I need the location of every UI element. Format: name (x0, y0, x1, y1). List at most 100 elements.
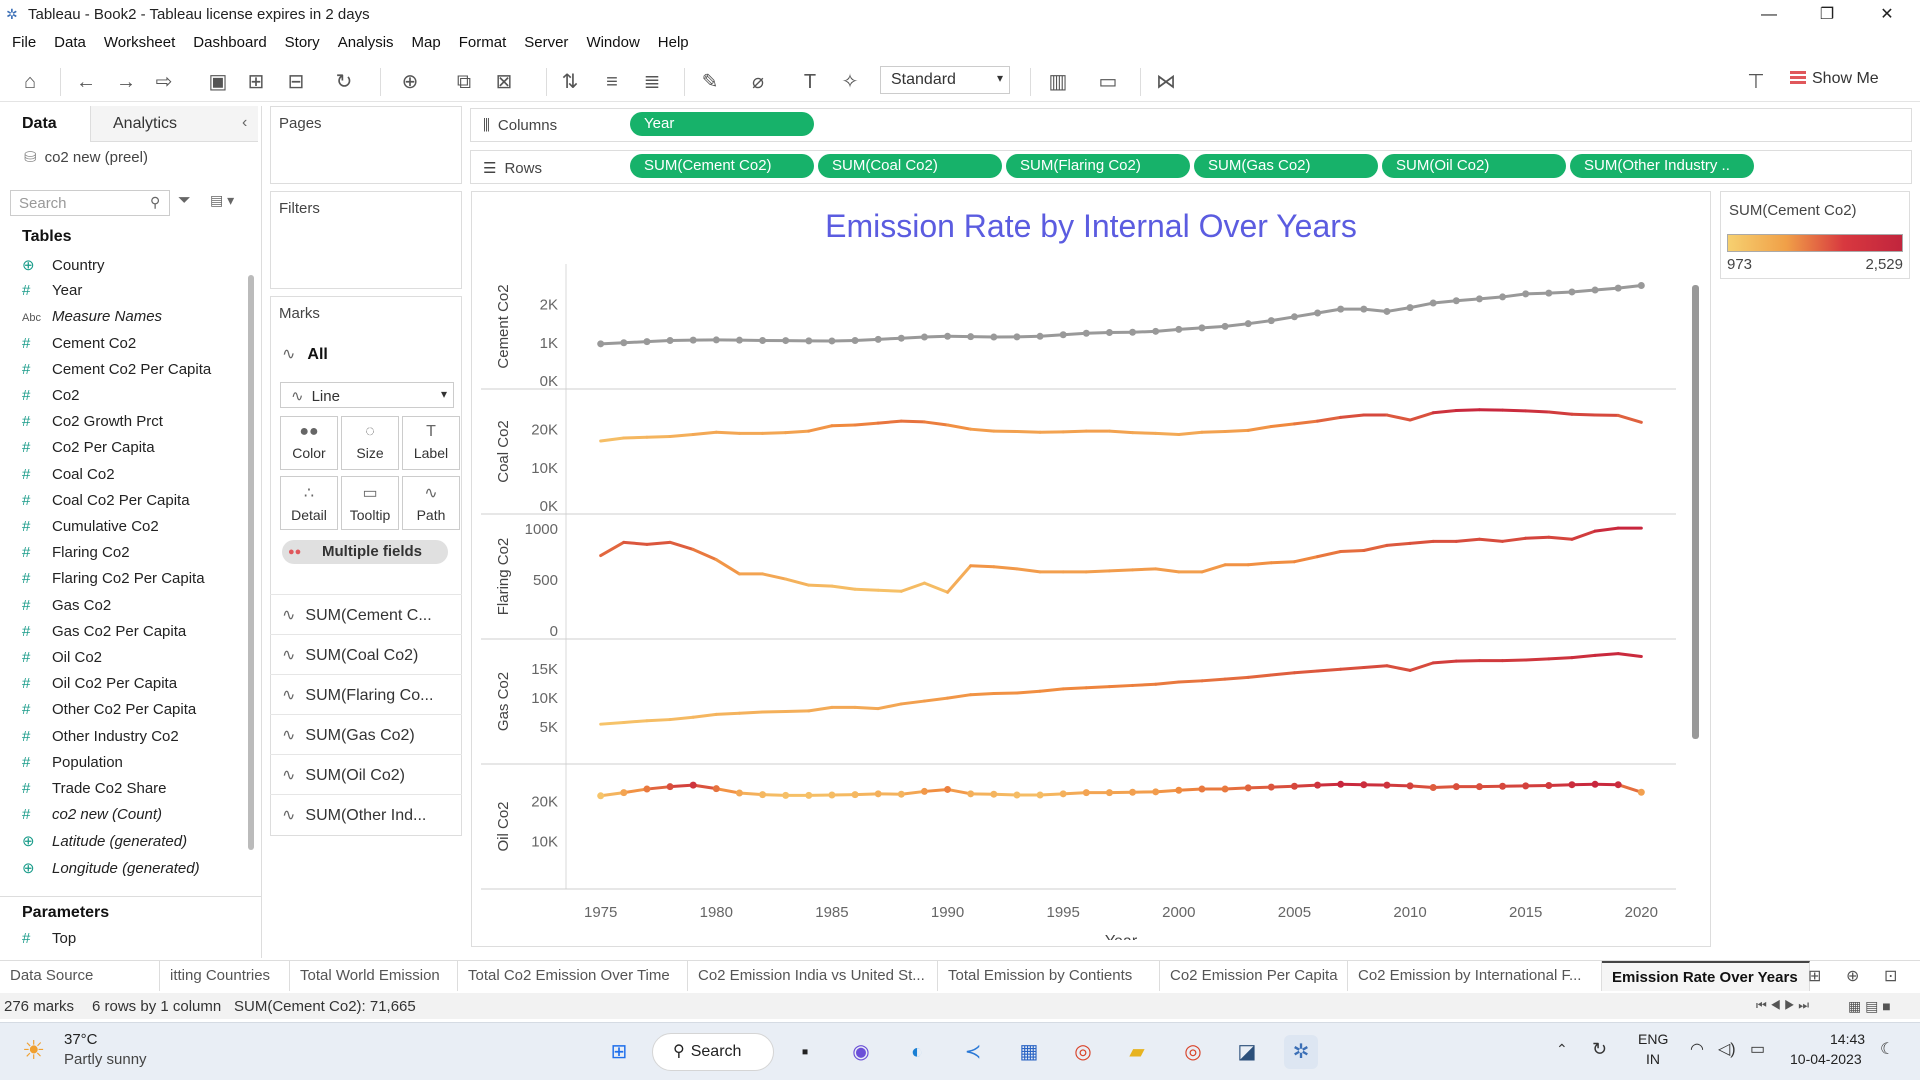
chrome-profile-icon[interactable]: ◎ (1184, 1041, 1202, 1063)
series-line-segment[interactable] (784, 429, 811, 435)
data-point[interactable] (782, 791, 790, 799)
series-line-segment[interactable] (1154, 327, 1181, 333)
presentation-icon[interactable]: ▭ (1098, 71, 1118, 93)
data-point[interactable] (1267, 783, 1275, 791)
field-item[interactable]: # Cumulative Co2 (22, 518, 159, 544)
series-line-segment[interactable] (1454, 537, 1481, 543)
series-line-segment[interactable] (761, 431, 788, 435)
data-pane-scrollbar[interactable] (248, 275, 254, 850)
series-line-segment[interactable] (1200, 677, 1227, 683)
series-line-segment[interactable] (1616, 413, 1643, 424)
refresh-icon[interactable]: ↻ (335, 71, 353, 93)
data-point[interactable] (1105, 789, 1113, 797)
data-point[interactable] (1499, 782, 1507, 790)
series-line-segment[interactable] (1593, 286, 1620, 292)
menu-2[interactable]: Worksheet (103, 34, 176, 51)
series-line-segment[interactable] (1200, 324, 1227, 330)
series-line-segment[interactable] (1385, 783, 1412, 788)
data-point[interactable] (643, 785, 651, 793)
data-point[interactable] (1244, 320, 1252, 328)
series-line-segment[interactable] (992, 792, 1019, 797)
series-line-segment[interactable] (1362, 543, 1389, 552)
series-line-segment[interactable] (853, 337, 880, 342)
field-item[interactable]: # Co2 (22, 387, 80, 413)
store-icon[interactable]: ▦ (1019, 1041, 1039, 1063)
pin-icon[interactable]: ✧ (841, 71, 859, 93)
group-icon[interactable]: ⌀ (751, 71, 765, 93)
series-line-segment[interactable] (1246, 785, 1273, 790)
series-line-segment[interactable] (784, 709, 811, 713)
series-line-segment[interactable] (1084, 569, 1111, 574)
series-line-segment[interactable] (1570, 653, 1597, 660)
series-line-segment[interactable] (1084, 330, 1111, 335)
data-point[interactable] (828, 791, 836, 799)
series-line-segment[interactable] (1131, 682, 1158, 687)
series-line-segment[interactable] (1547, 410, 1574, 416)
data-point[interactable] (1036, 332, 1044, 340)
data-point[interactable] (1105, 328, 1113, 336)
chevron-up-icon[interactable]: ⌃ (1556, 1041, 1568, 1057)
row-pill[interactable]: SUM(Flaring Co2) (1006, 154, 1190, 178)
sheet-tab[interactable]: Co2 Emission Per Capita (1160, 961, 1348, 991)
series-line-segment[interactable] (946, 564, 973, 594)
data-point[interactable] (620, 789, 628, 797)
series-line-segment[interactable] (1292, 669, 1320, 675)
home-icon[interactable]: ⌂ (23, 71, 37, 93)
series-line-segment[interactable] (1477, 537, 1505, 543)
series-line-segment[interactable] (1570, 529, 1597, 541)
data-point[interactable] (1152, 788, 1160, 796)
series-line-segment[interactable] (714, 787, 741, 795)
series-line-segment[interactable] (807, 705, 834, 713)
data-point[interactable] (1129, 788, 1137, 796)
series-line-segment[interactable] (714, 711, 741, 716)
data-point[interactable] (920, 333, 928, 341)
data-point[interactable] (1059, 790, 1067, 798)
series-line-segment[interactable] (1038, 333, 1065, 338)
datasource-item[interactable]: ⛁ co2 new (preel) (24, 148, 148, 166)
data-point[interactable] (1545, 289, 1553, 297)
marks-measure-tab[interactable]: ∿ SUM(Coal Co2) (270, 634, 462, 672)
row-pill[interactable]: SUM(Cement Co2) (630, 154, 814, 178)
series-line-segment[interactable] (1246, 425, 1273, 432)
series-line-segment[interactable] (992, 565, 1019, 571)
series-line-segment[interactable] (1154, 788, 1181, 794)
data-point[interactable] (1383, 781, 1391, 789)
field-item[interactable]: # Coal Co2 Per Capita (22, 492, 190, 518)
series-line-segment[interactable] (1292, 419, 1320, 426)
redo-icon[interactable]: → (116, 71, 136, 93)
mark-size-button[interactable]: ◌ Size (341, 416, 399, 470)
data-point[interactable] (666, 336, 674, 344)
data-point[interactable] (1499, 293, 1507, 301)
series-line-segment[interactable] (1200, 429, 1227, 434)
series-line-segment[interactable] (1316, 550, 1343, 559)
series-line-segment[interactable] (807, 583, 834, 588)
replay-icon[interactable]: ⇨ (155, 71, 173, 93)
field-item[interactable]: # Co2 Per Capita (22, 439, 155, 465)
series-line-segment[interactable] (1547, 535, 1574, 541)
new-worksheet-icon[interactable]: ⊕ (401, 71, 419, 93)
mark-color-button[interactable]: ●● Color (280, 416, 338, 470)
series-line-segment[interactable] (1177, 326, 1204, 331)
series-line-segment[interactable] (1593, 652, 1620, 657)
series-line-segment[interactable] (1292, 311, 1320, 319)
series-line-segment[interactable] (1269, 422, 1296, 429)
sheet-tab[interactable]: Co2 Emission India vs United St... (688, 961, 938, 991)
row-pill[interactable]: SUM(Gas Co2) (1194, 154, 1378, 178)
sheet-tab[interactable]: itting Countries (160, 961, 290, 991)
data-point[interactable] (1221, 322, 1229, 330)
line-chart[interactable]: 0K 1K 2K Cement Co2 0K 10K 20K Coal Co2 0 500 1000… (471, 250, 1691, 940)
series-line-segment[interactable] (1316, 667, 1343, 673)
data-point[interactable] (1290, 782, 1298, 790)
series-line-segment[interactable] (1292, 783, 1320, 788)
series-line-segment[interactable] (668, 540, 695, 551)
show-me-button[interactable]: Show Me (1790, 70, 1879, 88)
series-line-segment[interactable] (784, 577, 811, 587)
data-point[interactable] (689, 336, 697, 344)
data-point[interactable] (1429, 299, 1437, 307)
series-line-segment[interactable] (1061, 791, 1088, 796)
clock-time[interactable]: 14:43 (1830, 1031, 1866, 1047)
data-point[interactable] (1337, 305, 1345, 313)
row-pill[interactable]: SUM(Other Industry .. (1570, 154, 1754, 178)
new-dashboard-icon[interactable]: ⊕ (1846, 968, 1860, 985)
lang-region[interactable]: IN (1646, 1051, 1660, 1067)
